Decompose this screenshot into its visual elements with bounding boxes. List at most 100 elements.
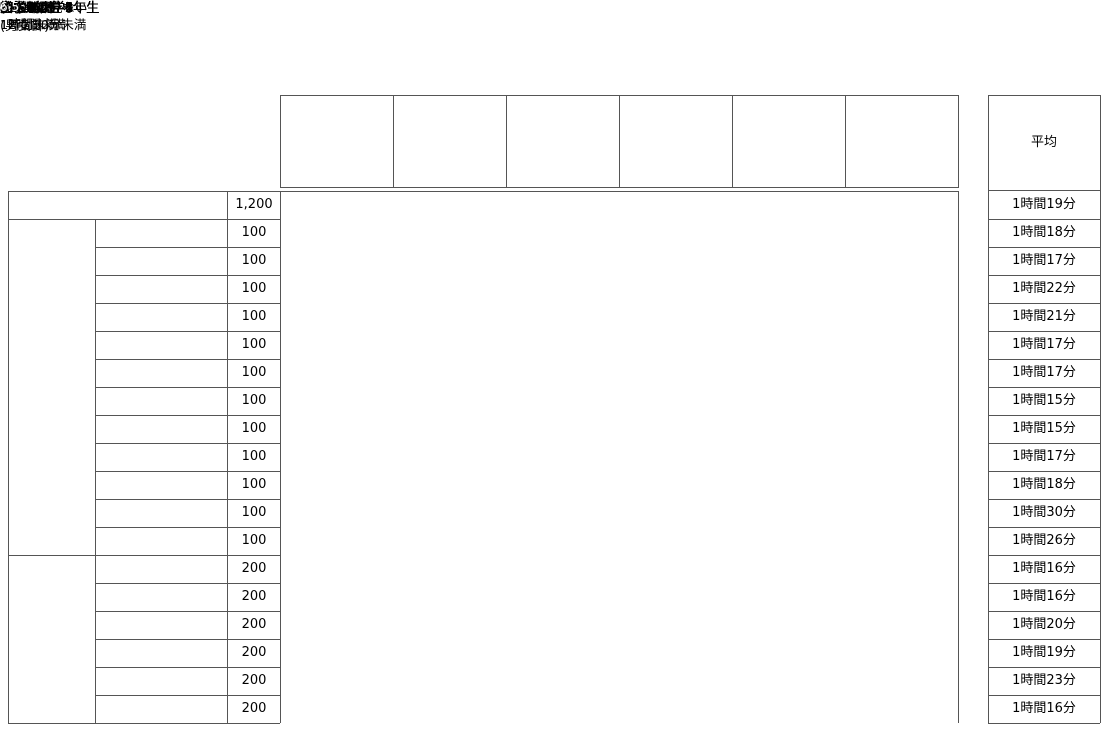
rule <box>988 695 1100 696</box>
value-label: 31.0 <box>0 0 27 14</box>
value-label: 26.0 <box>0 0 27 14</box>
n-value: 100 <box>241 365 267 381</box>
value-label: 6.5 <box>0 0 20 14</box>
value-label: 11.0 <box>0 0 27 14</box>
average-value: 1時間17分 <box>1012 365 1076 381</box>
value-label: 1.0 <box>0 0 20 14</box>
value-label: 18.0 <box>0 0 27 14</box>
rule <box>95 219 280 220</box>
value-label: 32.0 <box>0 0 27 14</box>
rule <box>988 415 1100 416</box>
value-label: 13.0 <box>0 0 27 14</box>
row-label: 小学5年生 <box>0 1 61 16</box>
n-value: 100 <box>241 281 267 297</box>
n-value: 100 <box>241 505 267 521</box>
rule <box>8 191 959 192</box>
value-label: 7.0 <box>0 0 20 14</box>
value-label: 30.0 <box>0 0 27 14</box>
row-label: 小学1年生 <box>0 1 61 16</box>
value-label: 21.0 <box>0 0 27 14</box>
rule <box>393 95 394 187</box>
row-label: 男子・小学6年生 <box>0 1 100 16</box>
row-label: 男子・小学3年生 <box>0 1 100 16</box>
value-label: 17.0 <box>0 0 27 14</box>
value-label: 16.9 <box>0 0 27 14</box>
average-value: 1時間20分 <box>1012 617 1076 633</box>
row-label: 女子・小学5年生 <box>0 1 100 16</box>
value-label: 29.0 <box>0 0 27 14</box>
value-label: 21.0 <box>0 0 27 14</box>
n-value: 200 <box>241 701 267 717</box>
value-label: 12.0 <box>0 0 27 14</box>
rule <box>280 95 281 187</box>
rule <box>280 191 281 723</box>
n-value: 200 <box>241 561 267 577</box>
rule <box>732 95 733 187</box>
rule <box>95 331 280 332</box>
rule <box>95 471 280 472</box>
value-label: 10.0 <box>0 0 27 14</box>
n-value: 200 <box>241 645 267 661</box>
value-label: 14.5 <box>0 0 27 14</box>
value-label: 4.5 <box>0 0 20 14</box>
row-label: 女子・小学2年生 <box>0 1 100 16</box>
n-value: 1,200 <box>235 197 273 213</box>
value-label: 19.0 <box>0 0 27 14</box>
value-label: 10.0 <box>0 0 27 14</box>
value-label: 15.0 <box>0 0 27 14</box>
value-label: 24.5 <box>0 0 27 14</box>
value-label: 3.0 <box>0 0 20 14</box>
row-label: 小学4年生 <box>0 1 61 16</box>
legend-label: テレビは見ない <box>0 0 88 15</box>
value-label: 27.7 <box>0 0 27 14</box>
value-label: 15.0 <box>0 0 27 14</box>
legend-label: 30分未満 <box>0 0 54 15</box>
value-label: 18.0 <box>0 0 27 14</box>
value-label: 10.5 <box>0 0 27 14</box>
legend-label: 1時間30分～ 2時間未満 <box>0 0 74 32</box>
n-value: 100 <box>241 337 267 353</box>
value-label: 24.0 <box>0 0 27 14</box>
rule <box>95 359 280 360</box>
rule <box>1100 95 1101 723</box>
rule <box>280 95 959 96</box>
value-label: 18.0 <box>0 0 27 14</box>
n-value: 100 <box>241 253 267 269</box>
row-label: 全体 <box>0 1 27 16</box>
rule <box>988 667 1100 668</box>
value-label: 19.0 <box>0 0 27 14</box>
value-label: 27.0 <box>0 0 27 14</box>
average-value: 1時間16分 <box>1012 589 1076 605</box>
value-label: 18.0 <box>0 0 27 14</box>
value-label: 14.0 <box>0 0 27 14</box>
value-label: 22.0 <box>0 0 27 14</box>
average-value: 1時間19分 <box>1012 645 1076 661</box>
rule <box>95 415 280 416</box>
n-value: 100 <box>241 309 267 325</box>
average-value: 1時間15分 <box>1012 393 1076 409</box>
row-label: 小学3年生 <box>0 1 61 16</box>
rule <box>845 95 846 187</box>
value-label: 5.0 <box>0 0 20 14</box>
value-label: 16.0 <box>0 0 27 14</box>
row-label: 男子・小学4年生 <box>0 1 100 16</box>
average-title: 平均 <box>1030 135 1057 151</box>
value-label: 17.5 <box>0 0 27 14</box>
value-label: 7.0 <box>0 0 20 14</box>
value-label: 24.0 <box>0 0 27 14</box>
n-value: 100 <box>241 449 267 465</box>
value-label: 4.0 <box>0 0 20 14</box>
value-label: 31.0 <box>0 0 27 14</box>
rule <box>95 527 280 528</box>
average-value: 1時間23分 <box>1012 673 1076 689</box>
average-value: 1時間21分 <box>1012 309 1076 325</box>
value-label: 25.0 <box>0 0 27 14</box>
value-label: 32.0 <box>0 0 27 14</box>
legend-label: 30分～ 1時間未満 <box>0 0 58 32</box>
rule <box>988 247 1100 248</box>
n-value: 100 <box>241 225 267 241</box>
value-label: 4.0 <box>0 0 20 14</box>
value-label: 33.0 <box>0 0 27 14</box>
n-label: n= <box>0 1 18 15</box>
legend-label: 2時間以上 <box>0 0 58 15</box>
